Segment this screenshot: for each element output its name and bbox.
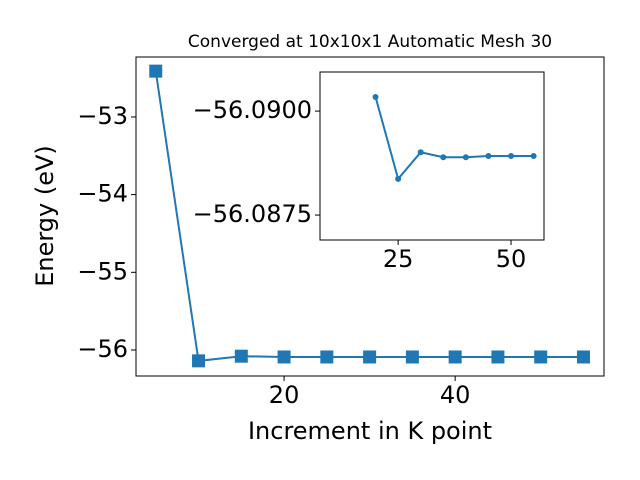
x-tick-label: 25 [383, 245, 414, 273]
marker [485, 153, 492, 159]
marker [395, 175, 402, 182]
marker [405, 350, 419, 364]
marker [363, 350, 377, 364]
y-tick-label: −56.0875 [193, 200, 312, 228]
chart-title: Converged at 10x10x1 Automatic Mesh 30 [188, 32, 552, 52]
marker [372, 93, 379, 100]
x-tick-label: 50 [496, 245, 527, 273]
y-tick-label: −55 [77, 257, 128, 285]
y-tick-label: −56.0900 [193, 96, 312, 124]
marker [234, 349, 248, 363]
marker [448, 350, 462, 364]
series-line [374, 96, 534, 181]
marker [576, 350, 590, 364]
marker [417, 149, 424, 156]
y-axis-label: Energy (eV) [31, 145, 59, 287]
y-tick-label: −56 [77, 335, 128, 363]
marker [192, 354, 206, 368]
x-tick-label: 40 [440, 381, 471, 409]
marker [320, 350, 334, 364]
marker [149, 64, 163, 78]
marker [440, 154, 447, 161]
marker [277, 350, 291, 364]
x-axis-label: Increment in K point [248, 417, 492, 445]
y-tick-label: −54 [77, 180, 128, 208]
y-tick-label: −53 [77, 102, 128, 130]
marker [491, 350, 505, 364]
x-tick-label: 20 [269, 381, 300, 409]
marker [508, 153, 515, 159]
marker [534, 350, 548, 364]
marker [530, 153, 537, 159]
marker [462, 154, 469, 161]
